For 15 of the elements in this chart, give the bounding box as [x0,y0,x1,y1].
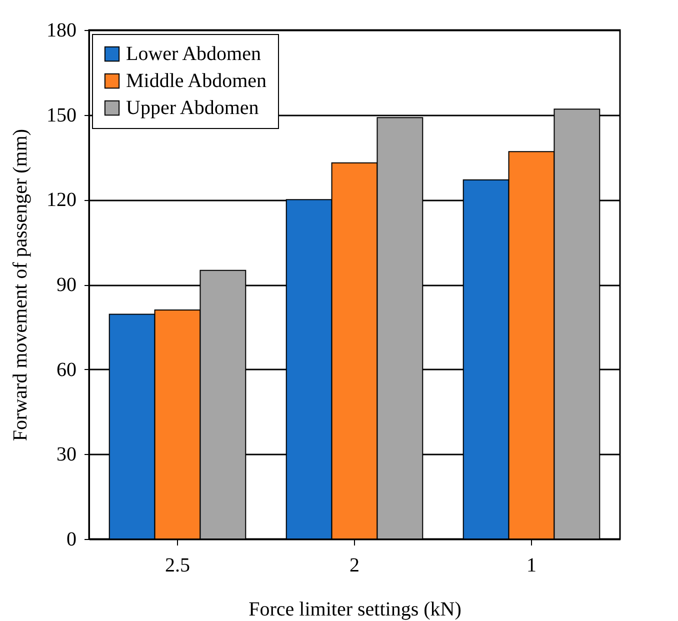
y-tick-label: 60 [56,358,76,381]
x-axis-title: Force limiter settings (kN) [248,598,462,620]
y-tick-label: 120 [46,189,76,212]
y-tick-label: 0 [66,528,76,550]
legend-label: Lower Abdomen [126,43,261,65]
legend-label: Middle Abdomen [126,70,267,92]
legend-label: Upper Abdomen [126,97,259,119]
y-tick-label: 30 [56,444,76,466]
y-tick-label: 150 [46,104,76,126]
x-tick-label: 1 [526,554,536,576]
x-tick-label: 2 [350,554,360,576]
x-tick-label: 2.5 [165,554,190,576]
y-tick-label: 90 [56,274,76,296]
y-axis-title: Forward movement of passenger (mm) [10,128,32,442]
y-tick-label: 180 [46,20,76,42]
